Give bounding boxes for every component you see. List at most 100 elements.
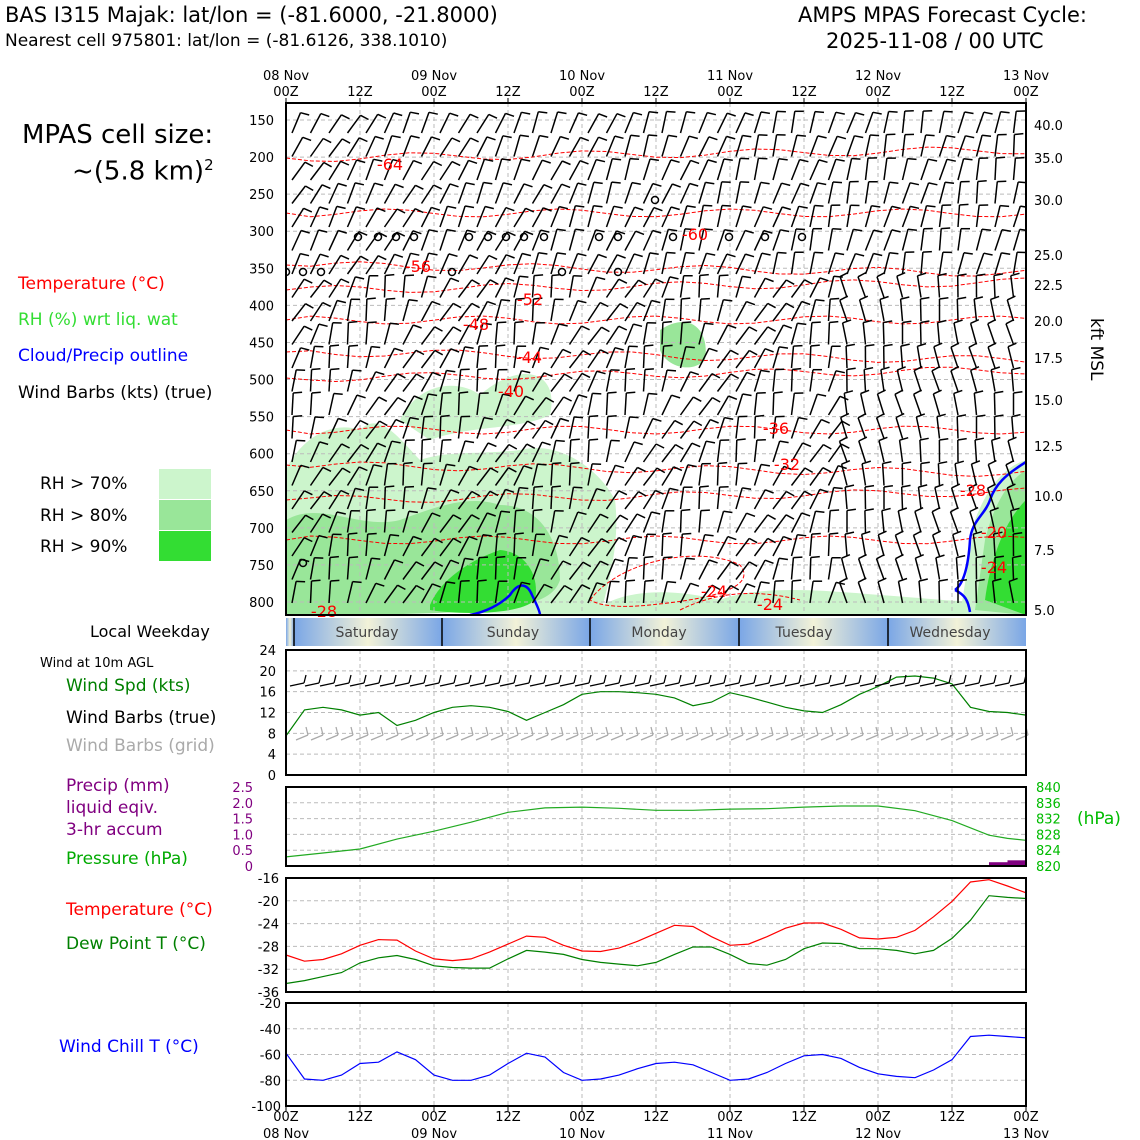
wind-barb [914,558,922,580]
wind-barb [809,369,814,392]
wind-barb [328,511,338,533]
wind-barb-flag [727,535,737,541]
wind-barb-flag [612,158,622,161]
wind-barb [661,183,673,204]
wind-barb [936,416,941,439]
weekday-band [286,618,294,646]
wind-barb-flag [303,325,313,331]
wind-barb [439,581,448,604]
wind-barb [531,487,535,510]
wind-barb-flag [670,159,680,164]
wind-barb [291,207,305,228]
wind-barb [790,206,800,228]
wind-barb-flag [963,157,973,161]
wind-barb-flag [685,251,695,255]
top-date-label: 12 Nov [855,69,901,84]
wind-barb-flag [525,395,535,401]
wind-tick-label: 8 [268,727,276,742]
wind-barb-flag [449,112,459,117]
wind-barb [1007,346,1015,369]
legend-rh: RH (%) wrt liq. wat [18,310,178,330]
wind-barb [513,487,521,510]
legend-temp: Temperature (°C) [66,900,213,920]
wind-barb-flag [563,396,572,402]
chill-tick-label: -60 [260,1049,281,1064]
wind-barb [291,136,304,157]
wind-barb-flag [651,299,661,304]
wind-barb-grid-flag [965,726,969,736]
wind-barb [642,418,654,439]
wind-barb [605,392,609,416]
wind-barb [457,491,473,510]
wind-barb-grid-flag [560,726,564,736]
wind-barb-flag [704,534,714,537]
wind-barb [420,561,436,580]
wind-barb-flag [638,491,647,497]
wind-barb-flag [348,344,359,347]
wind-barb-flag [1011,413,1021,418]
wind-barb [968,488,978,510]
bottom-time-label: 12Z [495,1110,521,1125]
wind-barb-grid-flag [875,726,879,736]
wind-barb-flag [928,182,938,186]
weekday-label-sunday: Sunday [487,625,539,641]
wind-barb-flag [922,250,932,253]
wind-barb [661,322,664,345]
pressure-line [285,805,1027,858]
wind-barb [291,347,302,369]
wind-barb-flag [748,537,758,544]
wind-barb [864,181,870,204]
top-time-label: 00Z [569,85,595,100]
wind-barb [605,514,621,533]
wind-barb-flag [358,231,368,236]
wind-barb [402,253,412,275]
wind-barb-flag [699,485,709,488]
wind-barb [383,463,389,486]
wind-barb [383,419,397,439]
wind-barb-flag [723,510,733,514]
wind-barb-grid [445,734,459,741]
wind-barb-flag [1013,531,1023,535]
wind-barb-flag [888,110,898,113]
wind-barb-flag [934,483,944,489]
wind-barb [957,228,962,251]
wind-barb [513,420,529,439]
wind-barb-flag [1011,366,1021,371]
wind-barb-flag [614,346,624,351]
wind-barb [735,326,750,345]
wind-barb [568,439,572,463]
temp-contour-label: -48 [463,315,489,334]
wind-barb-flag [1000,204,1010,208]
wind-barb [550,252,558,275]
wind-barb-flag [570,438,580,441]
wind-barb-flag [579,159,589,165]
wind-barb [1011,557,1015,580]
wind-barb-flag [666,251,676,254]
wind-barb-flag [865,343,875,347]
weekday-label-monday: Monday [631,625,686,641]
wind-barb-true-flag [408,674,412,684]
wind-barb [476,534,484,557]
wind-barb [790,580,794,604]
wind-barb [827,487,835,510]
wind-barb [550,560,564,580]
wind-barb-flag [971,460,981,465]
wind-barb-true-flag [768,674,772,684]
wind-barb [513,557,518,580]
wind-barb-flag [446,581,456,585]
wind-barb [457,536,470,557]
wind-barb [328,160,342,181]
wind-barb [457,346,466,369]
wind-barb [291,369,297,392]
wind-barb-flag [896,272,906,277]
height-tick-label: 35.0 [1034,152,1063,167]
temp-contour-label: -28 [960,481,986,500]
wind-barb [827,443,842,463]
wind-barb-flag [635,230,645,236]
wind-barb [550,160,563,181]
wind-barb-flag [705,181,715,185]
wind-barb-flag [987,342,997,348]
wind-barb [916,275,922,298]
wind-barb-flag [355,276,365,280]
wind-barb-true [469,682,485,687]
